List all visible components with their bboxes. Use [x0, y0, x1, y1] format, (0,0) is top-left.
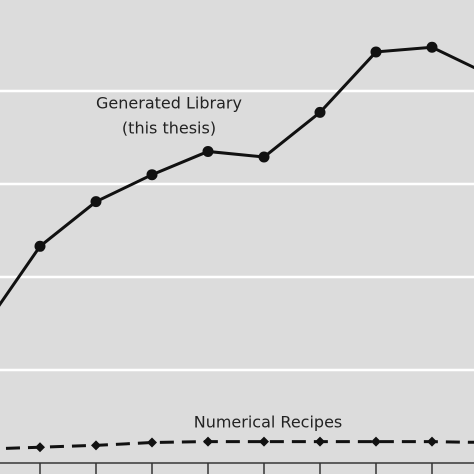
point	[258, 151, 270, 163]
point	[202, 145, 214, 157]
point	[90, 196, 102, 208]
point	[147, 437, 158, 448]
point	[259, 436, 270, 447]
point	[370, 46, 382, 58]
series-label: Numerical Recipes	[194, 413, 343, 432]
point	[314, 106, 326, 118]
series-label: Generated Library	[96, 94, 242, 113]
point	[35, 442, 46, 453]
point	[34, 240, 46, 252]
point	[426, 41, 438, 53]
series-line	[0, 440, 474, 451]
point	[203, 436, 214, 447]
point	[315, 436, 326, 447]
annotation: (this thesis)	[122, 119, 216, 138]
point	[146, 169, 158, 181]
point	[371, 436, 382, 447]
point	[427, 436, 438, 447]
point	[91, 440, 102, 451]
series-line	[0, 45, 474, 307]
